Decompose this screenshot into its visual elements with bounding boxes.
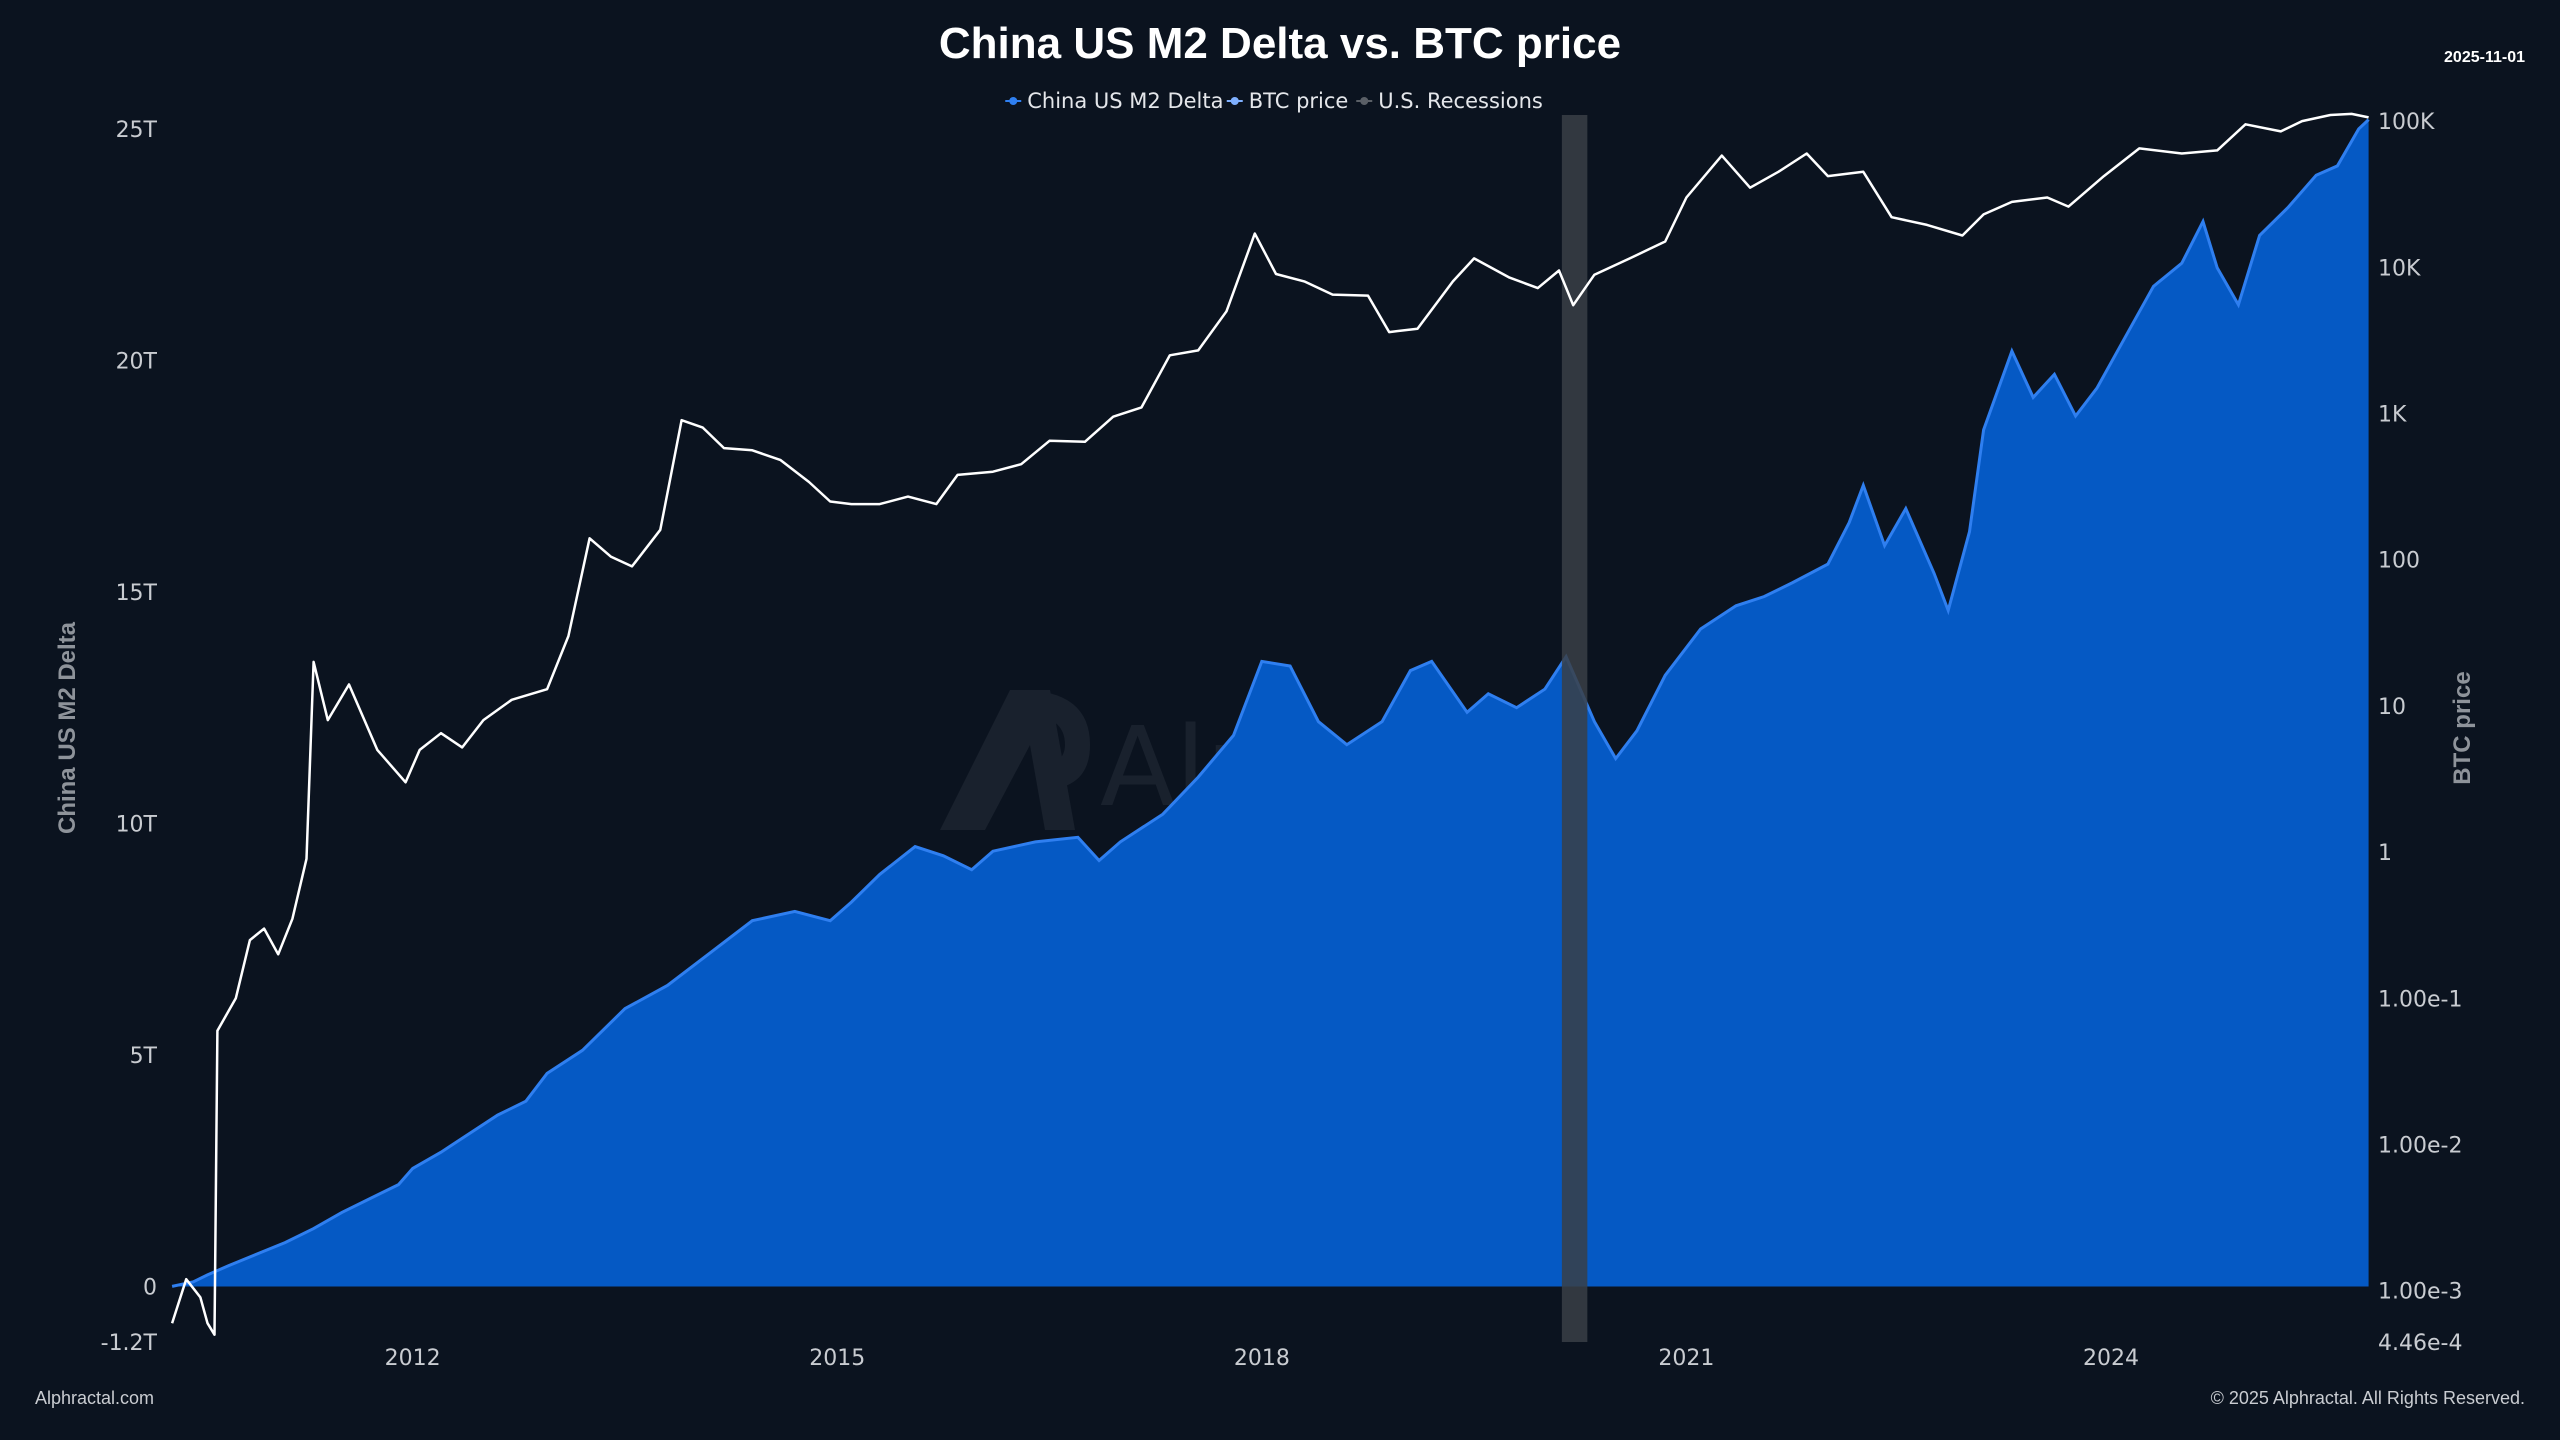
legend-item: China US M2 Delta: [1005, 89, 1223, 113]
legend-swatch-dot: [1009, 97, 1018, 105]
footer-copyright: © 2025 Alphractal. All Rights Reserved.: [2211, 1388, 2525, 1408]
legend-item: U.S. Recessions: [1356, 89, 1543, 113]
m2-delta-area: [172, 119, 2369, 1287]
right-tick-label: 10K: [2378, 256, 2421, 281]
recession-layer: [1561, 115, 1588, 1342]
left-tick-label: 5T: [130, 1044, 158, 1069]
left-tick-label: 25T: [116, 118, 158, 143]
left-tick-label: 20T: [116, 349, 158, 374]
right-tick-label: 100K: [2378, 110, 2435, 135]
right-tick-label: 100: [2378, 549, 2420, 574]
legend: China US M2 Delta BTC price U.S. Recession…: [1005, 89, 1543, 113]
legend-swatch-dot: [1230, 97, 1239, 105]
m2-delta-line: [171, 118, 2370, 1288]
legend-label: BTC price: [1249, 89, 1349, 113]
left-tick-label: 10T: [116, 812, 158, 837]
legend-label: U.S. Recessions: [1378, 89, 1543, 113]
left-tick-label: 15T: [116, 581, 158, 606]
right-tick-label: 1.00e-1: [2378, 987, 2462, 1012]
right-tick-label: 4.46e-4: [2378, 1331, 2462, 1356]
chart-title: China US M2 Delta vs. BTC price: [939, 19, 1621, 68]
x-tick-label: 2012: [385, 1346, 441, 1371]
left-axis-label: China US M2 Delta: [54, 621, 81, 834]
left-tick-label: -1.2T: [101, 1331, 158, 1356]
recession-band: [1561, 115, 1588, 1342]
legend-item: BTC price: [1226, 89, 1349, 113]
left-axis-ticks: 25T 20T 15T 10T 5T 0 -1.2T: [101, 118, 158, 1356]
right-axis-ticks: 100K 10K 1K 100 10 1 1.00e-1 1.00e-2 1.00e-3 4.46…: [2378, 110, 2462, 1356]
right-tick-label: 1K: [2378, 402, 2407, 427]
x-tick-label: 2018: [1234, 1346, 1290, 1371]
date-stamp: 2025-11-01: [2444, 49, 2525, 66]
right-tick-label: 10: [2378, 695, 2406, 720]
footer-site[interactable]: Alphractal.com: [35, 1388, 154, 1408]
right-tick-label: 1.00e-2: [2378, 1134, 2462, 1159]
right-axis-label: BTC price: [2449, 671, 2476, 784]
x-axis-ticks: 2012 2015 2018 2021 2024: [385, 1346, 2139, 1371]
right-tick-label: 1: [2378, 841, 2392, 866]
left-tick-label: 0: [143, 1275, 157, 1300]
x-tick-label: 2015: [809, 1346, 865, 1371]
btc-price-line: [170, 112, 2369, 1336]
right-tick-label: 1.00e-3: [2378, 1280, 2462, 1305]
x-tick-label: 2024: [2083, 1346, 2139, 1371]
legend-swatch-dot: [1360, 97, 1369, 105]
legend-label: China US M2 Delta: [1027, 89, 1223, 113]
x-tick-label: 2021: [1658, 1346, 1714, 1371]
